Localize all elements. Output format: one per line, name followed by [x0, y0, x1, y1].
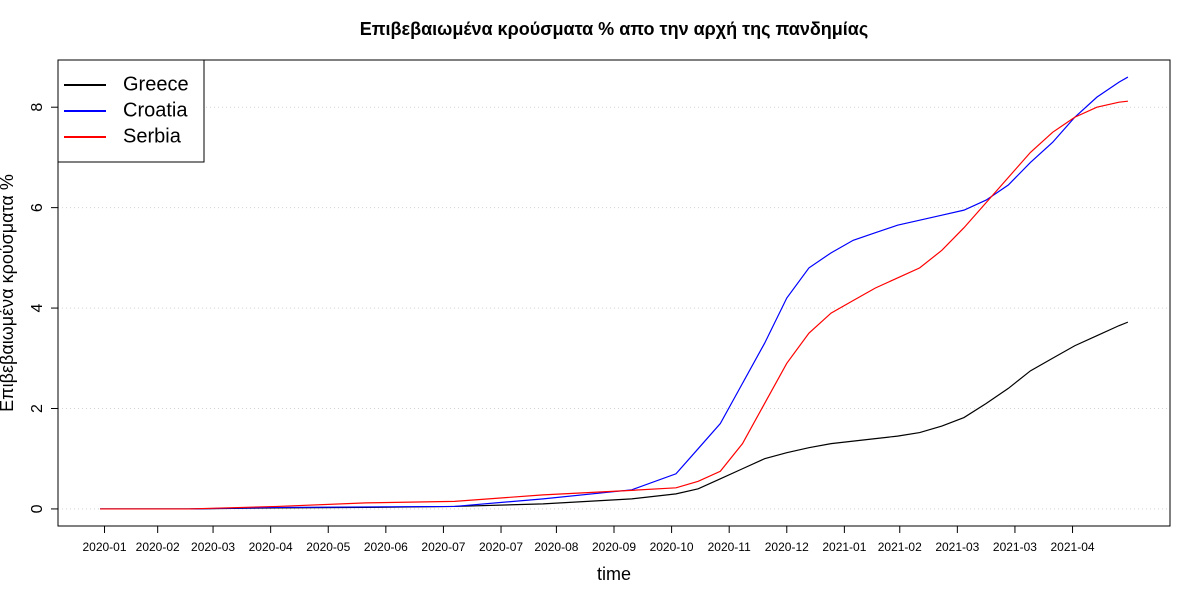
chart-title: Επιβεβαιωμένα κρούσματα % απο την αρχή τ…: [360, 19, 868, 39]
x-tick-label: 2021-02: [878, 540, 922, 554]
legend-label: Croatia: [123, 99, 188, 121]
y-axis-label: Επιβεβαιωμένα κρούσματα %: [0, 174, 17, 412]
x-tick-label: 2020-01: [82, 540, 126, 554]
x-tick-label: 2020-08: [534, 540, 578, 554]
y-tick-label: 0: [29, 504, 46, 513]
x-tick-label: 2020-06: [364, 540, 408, 554]
x-axis-label: time: [597, 564, 631, 584]
grid: [58, 106, 1170, 510]
x-tick-label: 2020-09: [592, 540, 636, 554]
x-tick-label: 2020-07: [479, 540, 523, 554]
y-tick-label: 6: [29, 203, 46, 212]
y-tick-label: 2: [29, 404, 46, 413]
x-tick-label: 2021-03: [935, 540, 979, 554]
legend-label: Greece: [123, 73, 189, 95]
y-tick-label: 8: [29, 103, 46, 112]
series-line: [100, 100, 1128, 510]
x-tick-label: 2020-04: [249, 540, 293, 554]
legend-label: Serbia: [123, 125, 182, 147]
x-tick-label: 2021-03: [993, 540, 1037, 554]
x-tick-label: 2020-03: [191, 540, 235, 554]
x-tick-label: 2020-11: [708, 540, 751, 554]
x-tick-label: 2020-10: [650, 540, 694, 554]
series-line: [100, 76, 1129, 510]
series-line: [100, 321, 1129, 510]
x-tick-label: 2021-04: [1051, 540, 1095, 554]
legend: Greece Croatia Serbia: [57, 59, 205, 163]
x-tick-label: 2020-12: [765, 540, 809, 554]
x-tick-label: 2021-01: [822, 540, 866, 554]
plot-area: [100, 76, 1129, 510]
x-tick-label: 2020-05: [306, 540, 350, 554]
x-tick-label: 2020-02: [136, 540, 180, 554]
x-tick-label: 2020-07: [421, 540, 465, 554]
y-tick-label: 4: [29, 304, 46, 313]
